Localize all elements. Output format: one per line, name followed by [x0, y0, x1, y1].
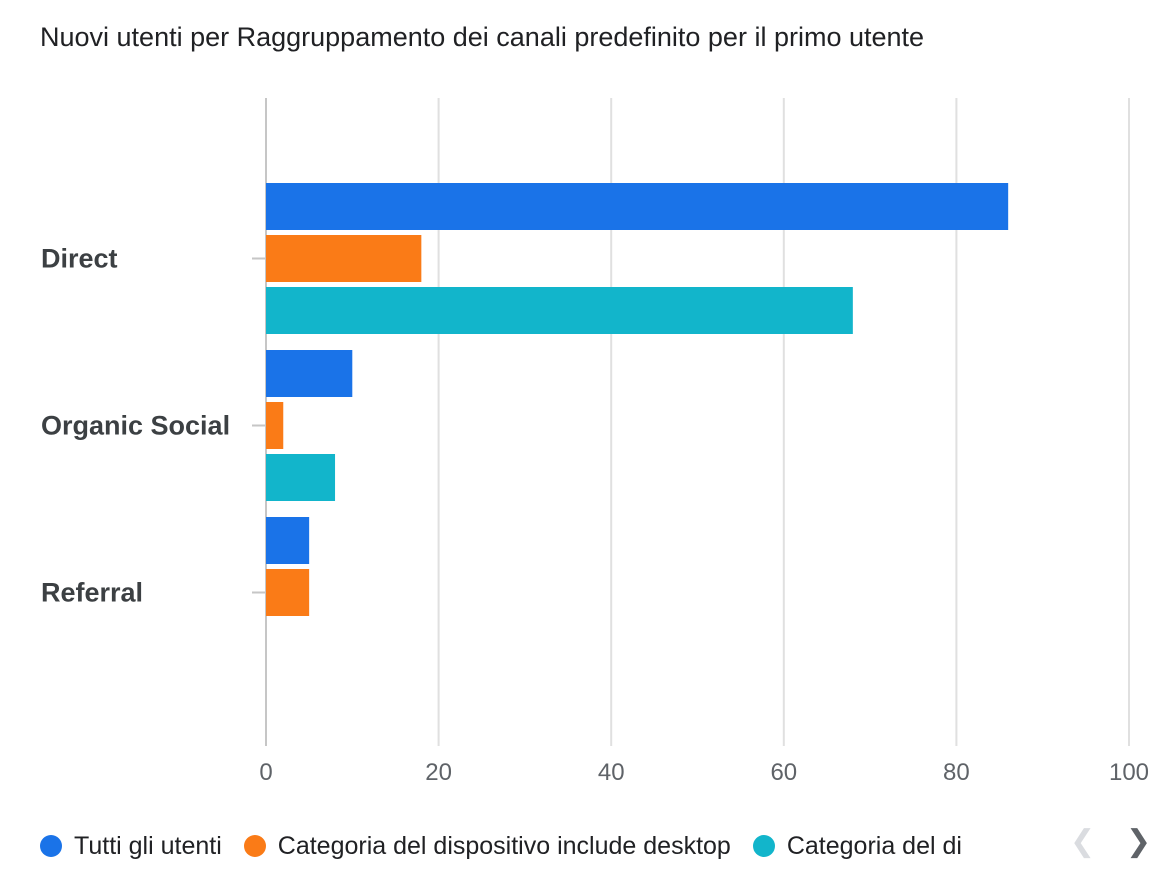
bar — [266, 183, 1009, 230]
x-tick-label: 40 — [598, 759, 625, 786]
legend-item-all-users[interactable]: Tutti gli utenti — [40, 832, 222, 861]
chart-legend: Tutti gli utenti Categoria del dispositi… — [40, 826, 1040, 866]
bar — [266, 287, 853, 334]
category-label: Organic Social — [41, 411, 230, 441]
x-tick-label: 80 — [943, 759, 970, 786]
legend-swatch — [752, 835, 775, 857]
x-tick-label: 20 — [425, 759, 452, 786]
legend-label: Categoria del di — [786, 831, 962, 860]
category-label: Referral — [41, 578, 143, 608]
x-tick-label: 100 — [1109, 759, 1149, 786]
legend-label: Tutti gli utenti — [74, 831, 222, 860]
x-tick-label: 60 — [770, 759, 797, 786]
bar — [266, 517, 310, 564]
legend-label: Categoria del dispositivo include deskto… — [277, 831, 731, 860]
legend-swatch — [243, 835, 266, 857]
legend-fade-overlay — [1000, 826, 1040, 866]
legend-swatch — [40, 835, 62, 857]
chevron-right-icon[interactable]: ❯ — [1126, 824, 1152, 859]
legend-item-device-category[interactable]: Categoria del di — [752, 831, 962, 861]
legend-item-desktop[interactable]: Categoria del dispositivo include deskto… — [243, 831, 731, 861]
chevron-left-icon[interactable]: ❮ — [1070, 824, 1096, 859]
bar — [266, 454, 336, 501]
bar — [266, 350, 353, 397]
x-tick-label: 0 — [259, 759, 272, 786]
bar — [266, 402, 284, 449]
bar — [266, 235, 422, 282]
chart-title: Nuovi utenti per Raggruppamento dei cana… — [40, 22, 925, 52]
bar — [266, 569, 310, 616]
category-label: Direct — [41, 244, 118, 274]
